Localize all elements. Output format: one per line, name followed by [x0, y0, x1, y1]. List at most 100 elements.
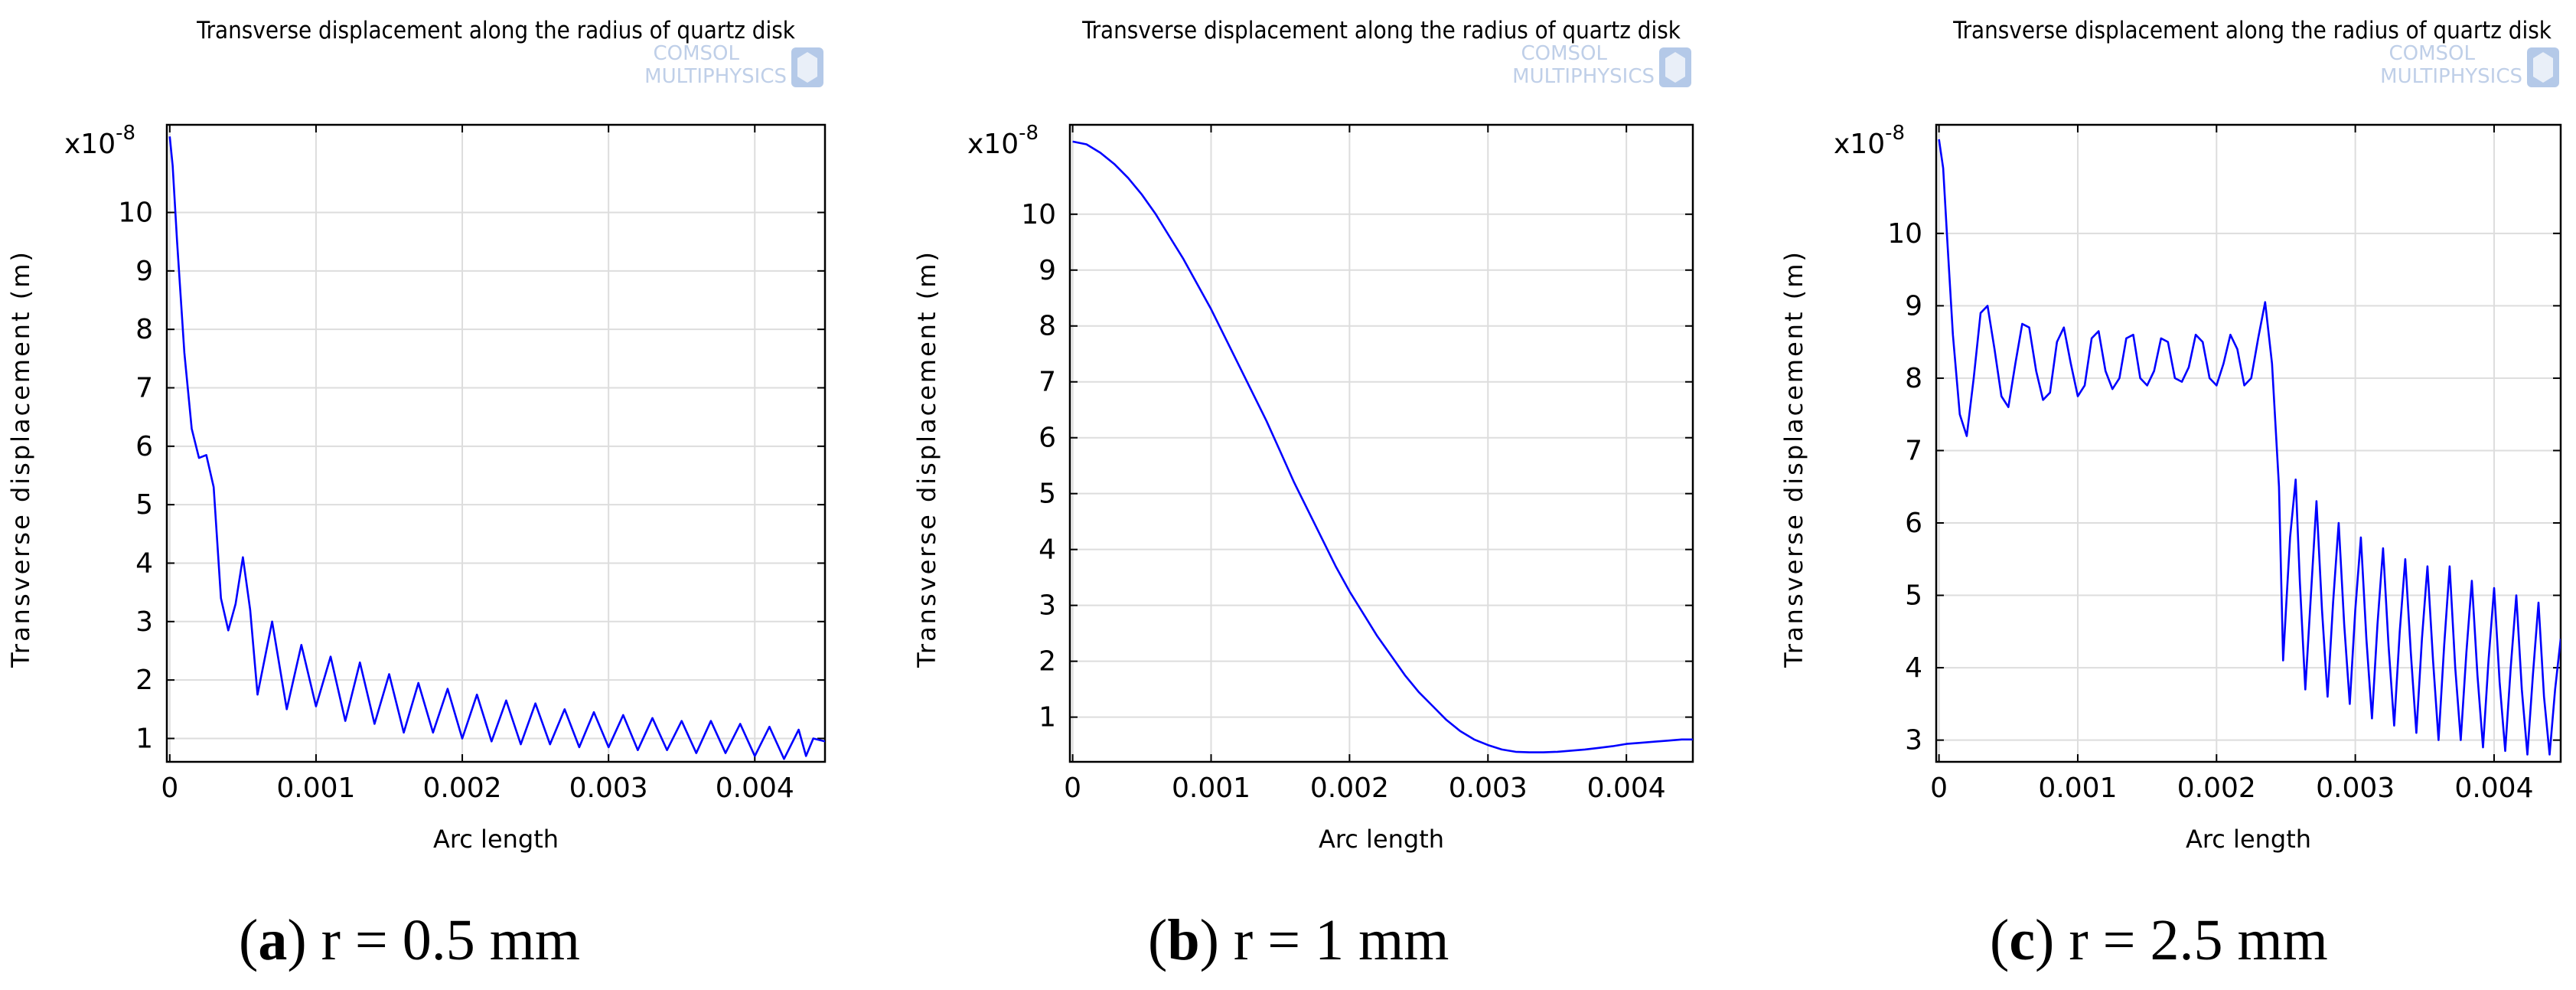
panel-caption: (a) r = 0.5 mm	[239, 908, 580, 972]
caption-letter: b	[1167, 908, 1199, 972]
y-tick-label: 8	[1905, 363, 1922, 394]
y-tick-label: 9	[1039, 255, 1056, 286]
watermark-line-1: COMSOL	[2389, 42, 2475, 65]
chart-title: Transverse displacement along the radius…	[1081, 17, 1681, 44]
y-tick-label: 10	[1021, 199, 1056, 230]
y-axis-label: Transverse displacement (m)	[912, 250, 941, 668]
y-tick-label: 1	[1039, 702, 1056, 734]
y-tick-label: 3	[135, 606, 153, 638]
x-tick-label: 0.004	[2454, 773, 2533, 804]
y-multiplier-base: x10	[64, 129, 116, 160]
logo-hex	[2533, 52, 2553, 83]
y-tick-label: 10	[1887, 218, 1922, 250]
x-tick-label: 0.003	[1449, 773, 1528, 804]
chart-panel-c: Transverse displacement along the radius…	[1779, 17, 2562, 972]
x-tick-label: 0.002	[1310, 773, 1389, 804]
grid	[1936, 125, 2561, 762]
y-tick-label: 1	[135, 723, 153, 754]
x-tick-label: 0.003	[569, 773, 648, 804]
caption-text: ) r = 1 mm	[1200, 908, 1449, 972]
series-line	[1072, 140, 1693, 753]
y-tick-label: 4	[1039, 534, 1056, 566]
x-axis-label: Arc length	[433, 825, 559, 854]
y-multiplier-exponent: -8	[116, 122, 135, 145]
y-tick-label: 4	[1905, 652, 1922, 684]
y-tick-label: 7	[1039, 367, 1056, 398]
y-multiplier-exponent: -8	[1019, 122, 1039, 145]
grid	[1070, 125, 1693, 762]
y-multiplier-label: x10-8	[967, 122, 1039, 160]
x-tick-label: 0.003	[2316, 773, 2395, 804]
y-tick-label: 5	[1905, 580, 1922, 612]
chart-panel-a: Transverse displacement along the radius…	[6, 17, 827, 972]
x-tick-label: 0	[1064, 773, 1081, 804]
y-tick-label: 6	[1905, 508, 1922, 539]
caption-open: (	[239, 908, 258, 972]
y-tick-label: 7	[1905, 435, 1922, 466]
x-tick-label: 0	[161, 773, 178, 804]
y-multiplier-label: x10-8	[1834, 122, 1905, 160]
panel-caption: (c) r = 2.5 mm	[1990, 908, 2328, 972]
series-line	[168, 136, 825, 760]
y-tick-label: 2	[1039, 646, 1056, 678]
x-tick-label: 0.001	[1172, 773, 1251, 804]
y-multiplier-base: x10	[1834, 129, 1885, 160]
y-tick-label: 8	[1039, 311, 1056, 342]
comsol-logo-icon	[2527, 47, 2559, 87]
caption-open: (	[1148, 908, 1167, 972]
x-tick-label: 0	[1930, 773, 1948, 804]
caption-letter: c	[2009, 908, 2035, 972]
y-multiplier-exponent: -8	[1885, 122, 1905, 145]
comsol-logo-icon	[791, 47, 823, 87]
y-tick-label: 4	[135, 547, 153, 579]
series-line	[1938, 139, 2561, 756]
chart-title: Transverse displacement along the radius…	[196, 17, 796, 44]
plot-frame	[1068, 123, 1694, 763]
y-tick-label: 9	[1905, 290, 1922, 322]
comsol-logo-icon	[1659, 47, 1691, 87]
watermark-line-2: MULTIPHYSICS	[2380, 65, 2522, 88]
y-tick-label: 9	[135, 256, 153, 287]
caption-text: ) r = 0.5 mm	[287, 908, 580, 972]
y-tick-label: 3	[1039, 590, 1056, 622]
watermark-line-1: COMSOL	[1521, 42, 1607, 65]
y-tick-label: 3	[1905, 725, 1922, 756]
x-axis-label: Arc length	[1319, 825, 1444, 854]
y-tick-label: 8	[135, 314, 153, 345]
y-axis-label: Transverse displacement (m)	[6, 250, 35, 668]
watermark-line-2: MULTIPHYSICS	[644, 65, 787, 88]
watermark-line-1: COMSOL	[653, 42, 739, 65]
panel-caption: (b) r = 1 mm	[1148, 908, 1449, 972]
grid	[167, 125, 825, 762]
y-axis-label: Transverse displacement (m)	[1779, 250, 1808, 668]
watermark-line-2: MULTIPHYSICS	[1512, 65, 1655, 88]
y-multiplier-base: x10	[967, 129, 1019, 160]
y-tick-label: 5	[1039, 479, 1056, 510]
x-tick-label: 0.004	[1587, 773, 1666, 804]
x-tick-label: 0.001	[276, 773, 355, 804]
logo-hex	[1665, 52, 1685, 83]
logo-hex	[797, 52, 817, 83]
y-tick-label: 2	[135, 665, 153, 696]
caption-text: ) r = 2.5 mm	[2035, 908, 2328, 972]
y-tick-label: 7	[135, 372, 153, 404]
x-tick-label: 0.002	[423, 773, 502, 804]
x-tick-label: 0.004	[716, 773, 794, 804]
y-tick-label: 6	[1039, 423, 1056, 454]
x-tick-label: 0.002	[2177, 773, 2256, 804]
plot-frame	[165, 123, 827, 763]
y-tick-label: 10	[118, 197, 153, 228]
y-tick-label: 6	[135, 431, 153, 462]
x-axis-label: Arc length	[2186, 825, 2311, 854]
caption-open: (	[1990, 908, 2009, 972]
y-multiplier-label: x10-8	[64, 122, 135, 160]
caption-letter: a	[258, 908, 287, 972]
plot-frame	[1935, 123, 2562, 763]
chart-title: Transverse displacement along the radius…	[1952, 17, 2552, 44]
y-tick-label: 5	[135, 489, 153, 521]
chart-panel-b: Transverse displacement along the radius…	[912, 17, 1694, 972]
